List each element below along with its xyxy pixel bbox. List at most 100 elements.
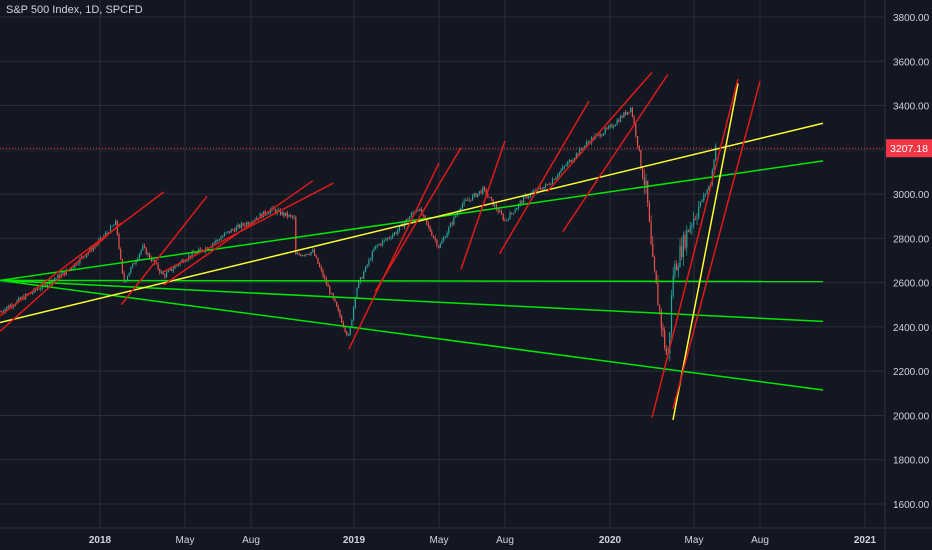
red-channel-3a[interactable] [348, 162, 440, 350]
candle-body [703, 194, 705, 201]
candle-body [171, 268, 173, 271]
candle-body [133, 263, 135, 265]
red-channel-4b[interactable] [498, 100, 590, 255]
candle-body [507, 219, 509, 221]
candle-body [232, 229, 234, 231]
candle-body [132, 263, 134, 268]
candle-body [618, 120, 620, 122]
candle-body [715, 145, 717, 160]
candle-body [332, 293, 334, 299]
price-label-text: 3207.18 [890, 143, 928, 155]
red-channel-6a[interactable] [651, 78, 739, 418]
candle-body [247, 222, 249, 225]
candle-body [227, 231, 229, 233]
candle-body [489, 196, 491, 198]
candle-body [650, 221, 652, 245]
candle-body [473, 193, 475, 196]
candle-body [509, 212, 511, 220]
candle-body [285, 212, 287, 216]
candle-body [200, 248, 202, 250]
candle-body [293, 217, 295, 218]
candle-body [371, 251, 373, 260]
candle-body [628, 111, 630, 113]
candle-body [679, 246, 681, 267]
candle-body [483, 187, 486, 190]
candle-body [149, 253, 151, 259]
candle-body [638, 145, 640, 151]
red-channel-5b[interactable] [562, 74, 669, 233]
green-fan-line-2[interactable] [0, 279, 824, 283]
candle-body [475, 193, 477, 197]
candle-body [278, 209, 280, 211]
candle-body [575, 153, 577, 159]
candle-body [130, 267, 132, 273]
red-channel-2b[interactable] [163, 182, 334, 273]
candle-body [359, 277, 361, 282]
x-tick-label: May [176, 535, 195, 546]
candle-body [704, 193, 707, 195]
candle-body [579, 148, 581, 155]
candle-body [368, 259, 370, 265]
candle-body [128, 272, 130, 277]
candle-body [699, 201, 701, 207]
candle-body [427, 223, 429, 227]
candle-body [448, 227, 450, 234]
candle-body [347, 334, 350, 336]
red-channel-1c[interactable] [120, 195, 208, 306]
candle-body [434, 237, 436, 241]
red-channel-1a[interactable] [0, 222, 122, 332]
candle-body [115, 220, 117, 225]
green-fan-line-3[interactable] [0, 279, 824, 323]
candle-body [302, 255, 304, 257]
candle-body [342, 322, 344, 327]
candle-body [466, 200, 469, 201]
candle-body [380, 244, 382, 246]
candle-body [198, 248, 200, 252]
candle-body [613, 126, 615, 128]
candle-body [383, 239, 385, 241]
candle-body [684, 235, 686, 248]
candle-body [461, 204, 463, 209]
candle-body [397, 230, 399, 234]
candle-body [62, 272, 64, 274]
candle-body [256, 218, 258, 220]
candle-body [558, 172, 560, 176]
red-channel-6b[interactable] [672, 81, 761, 410]
candle-body [312, 249, 314, 252]
candle-body [121, 258, 123, 274]
yellow-long-trendline[interactable] [0, 122, 824, 324]
candle-body [419, 208, 421, 211]
candle-body [444, 237, 446, 239]
candle-body [570, 160, 572, 162]
candle-body [259, 213, 261, 219]
candle-body [662, 327, 664, 331]
red-channel-4a[interactable] [460, 140, 506, 270]
candle-body [166, 272, 168, 277]
candle-body [565, 165, 567, 167]
candle-body [614, 124, 616, 127]
candle-body [660, 310, 662, 328]
candle-body [463, 200, 465, 205]
red-channel-5a[interactable] [546, 71, 653, 193]
candle-body [167, 270, 169, 273]
candle-body [407, 219, 409, 220]
candle-body [645, 180, 647, 185]
candle-body [4, 308, 6, 312]
candle-body [120, 248, 122, 259]
red-channel-3b[interactable] [374, 147, 462, 292]
y-tick-label: 3400.00 [893, 102, 930, 113]
candle-body [533, 190, 535, 193]
red-channel-1b[interactable] [0, 191, 165, 317]
candle-body [519, 201, 521, 205]
candle-body [655, 271, 657, 284]
grid [0, 0, 885, 528]
green-fan-line-4[interactable] [0, 279, 824, 391]
candle-body [643, 177, 645, 185]
candle-body [546, 184, 548, 185]
candle-body [7, 306, 10, 308]
candle-body [587, 141, 589, 143]
candle-body [392, 235, 394, 238]
yellow-recovery-trendline[interactable] [672, 83, 739, 421]
